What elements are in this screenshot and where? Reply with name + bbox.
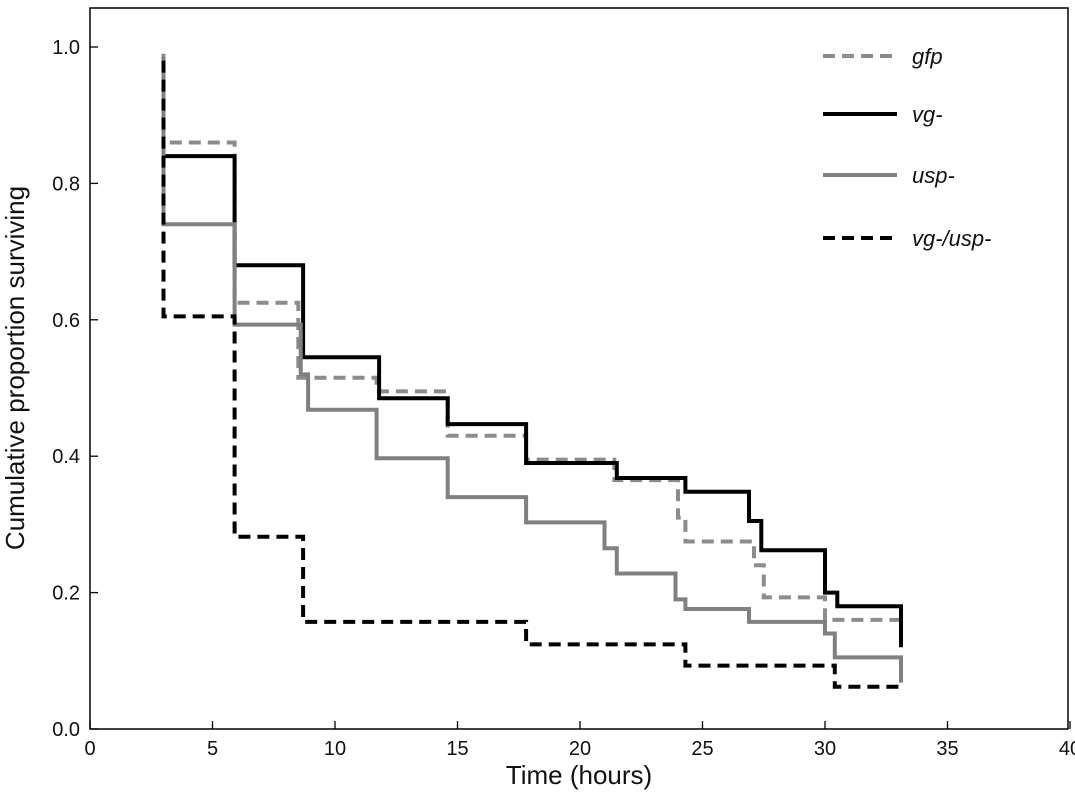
x-tick-label: 20 xyxy=(569,738,591,760)
x-tick-label: 35 xyxy=(936,738,958,760)
legend-label: vg- xyxy=(912,102,943,127)
x-tick-label: 40 xyxy=(1059,738,1075,760)
plot-frame xyxy=(89,7,1069,730)
legend-label: vg-/usp- xyxy=(912,226,991,251)
y-axis: 0.0 0.2 0.4 0.6 0.8 1.0 xyxy=(52,37,98,741)
y-tick-label: 1.0 xyxy=(52,37,80,59)
series-line-2 xyxy=(161,57,903,648)
x-tick-label: 25 xyxy=(691,738,713,760)
x-axis: 0 5 10 15 20 25 30 35 40 xyxy=(84,721,1075,760)
legend: gfp vg-usp-vg-/usp- xyxy=(823,44,991,251)
x-tick-label: 15 xyxy=(446,738,468,760)
y-tick-label: 0.4 xyxy=(52,446,80,468)
x-tick-label: 10 xyxy=(324,738,346,760)
series-line-1 xyxy=(161,53,901,622)
x-tick-label: 0 xyxy=(84,738,95,760)
y-tick-label: 0.2 xyxy=(52,583,80,605)
x-tick-label: 30 xyxy=(814,738,836,760)
series-line-3 xyxy=(161,57,903,683)
y-tick-label: 0.0 xyxy=(52,719,80,741)
y-axis-label: Cumulative proportion surviving xyxy=(0,186,30,550)
x-tick-label: 5 xyxy=(207,738,218,760)
legend-label: usp- xyxy=(912,163,955,188)
legend-label: gfp xyxy=(912,44,943,69)
y-tick-label: 0.6 xyxy=(52,310,80,332)
y-tick-label: 0.8 xyxy=(52,173,80,195)
series-layer xyxy=(161,53,903,689)
series-line-4 xyxy=(161,60,901,689)
x-axis-label: Time (hours) xyxy=(506,760,652,790)
